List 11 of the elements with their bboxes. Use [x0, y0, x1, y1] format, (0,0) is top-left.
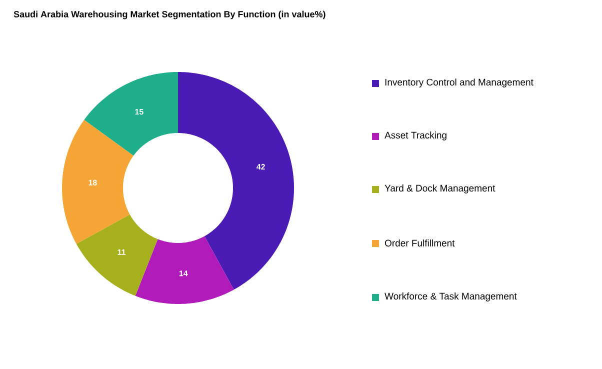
legend-label: Yard & Dock Management [384, 184, 496, 194]
data-label: 11 [118, 249, 126, 255]
legend-label: Asset Tracking [384, 132, 446, 140]
data-label: 42 [256, 164, 265, 170]
data-label: 18 [88, 180, 97, 186]
legend-label: Workforce & Task Management [384, 292, 517, 302]
legend-label: Order Fulfillment [384, 240, 455, 246]
data-label: 14 [179, 270, 188, 276]
data-label: 15 [135, 109, 144, 115]
chart-title: Saudi Arabia Warehousing Market Segmentation By Function (in value%) [14, 10, 326, 20]
legend-label: Inventory Control and Management [385, 78, 534, 88]
